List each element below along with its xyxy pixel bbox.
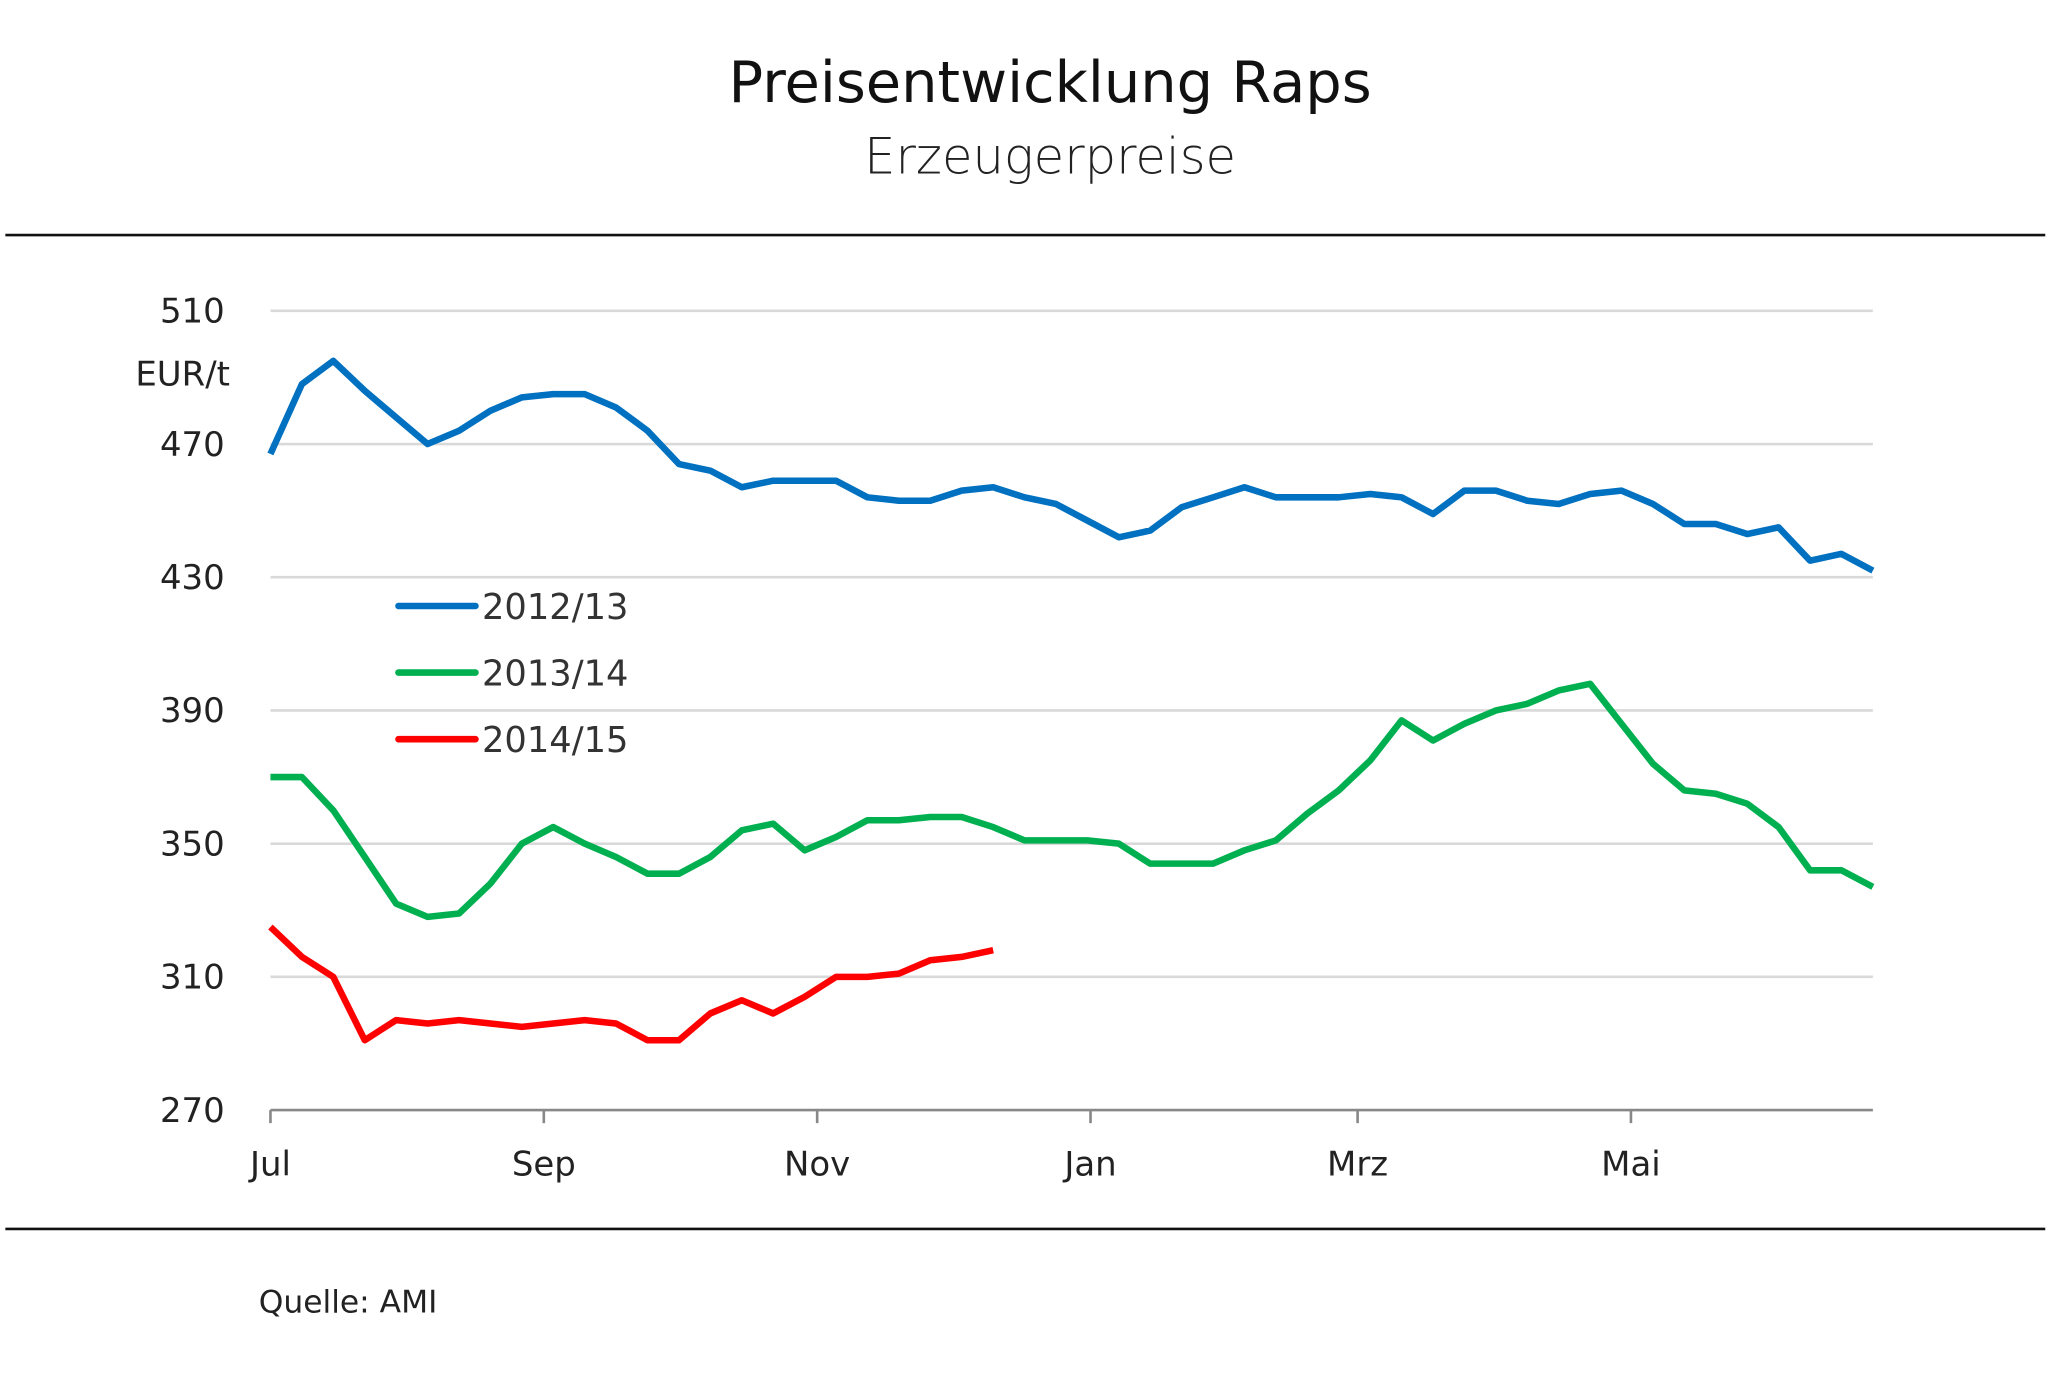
legend-label: 2014/15 <box>482 720 628 761</box>
x-tick-label: Mai <box>1601 1144 1661 1184</box>
series-line-2012-13 <box>267 357 1875 574</box>
y-tick-label: 270 <box>160 1091 225 1131</box>
y-tick-label: 390 <box>160 691 225 731</box>
y-tick-label: 430 <box>160 558 225 598</box>
x-axis: Jul Sep Nov Jan Mrz Mai <box>248 1108 1873 1184</box>
series-line-2014-15 <box>268 924 994 1044</box>
gridlines <box>270 309 1873 979</box>
x-tick-label: Sep <box>512 1144 576 1184</box>
chart-title: Preisentwicklung Raps <box>729 49 1372 116</box>
chart-subtitle: Erzeugerpreise <box>864 128 1236 186</box>
y-tick-label: 510 <box>160 292 225 332</box>
series-line-2013-14 <box>270 680 1875 921</box>
source-note: Quelle: AMI <box>259 1285 438 1321</box>
x-tick-label: Nov <box>784 1144 850 1184</box>
x-tick-label: Mrz <box>1327 1144 1388 1184</box>
y-tick-label: 310 <box>160 958 225 998</box>
legend-label: 2013/14 <box>482 654 628 695</box>
series-lines <box>267 357 1875 1044</box>
y-tick-label: 350 <box>160 824 225 864</box>
y-axis-ticks: 510 470 430 390 350 310 270 <box>160 292 225 1131</box>
x-tick-label: Jan <box>1062 1144 1116 1184</box>
y-axis-label: EUR/t <box>135 354 230 394</box>
legend-label: 2012/13 <box>482 587 628 628</box>
y-tick-label: 470 <box>160 425 225 465</box>
x-tick-label: Jul <box>248 1144 291 1184</box>
legend: 2012/13 2013/14 2014/15 <box>395 587 628 761</box>
